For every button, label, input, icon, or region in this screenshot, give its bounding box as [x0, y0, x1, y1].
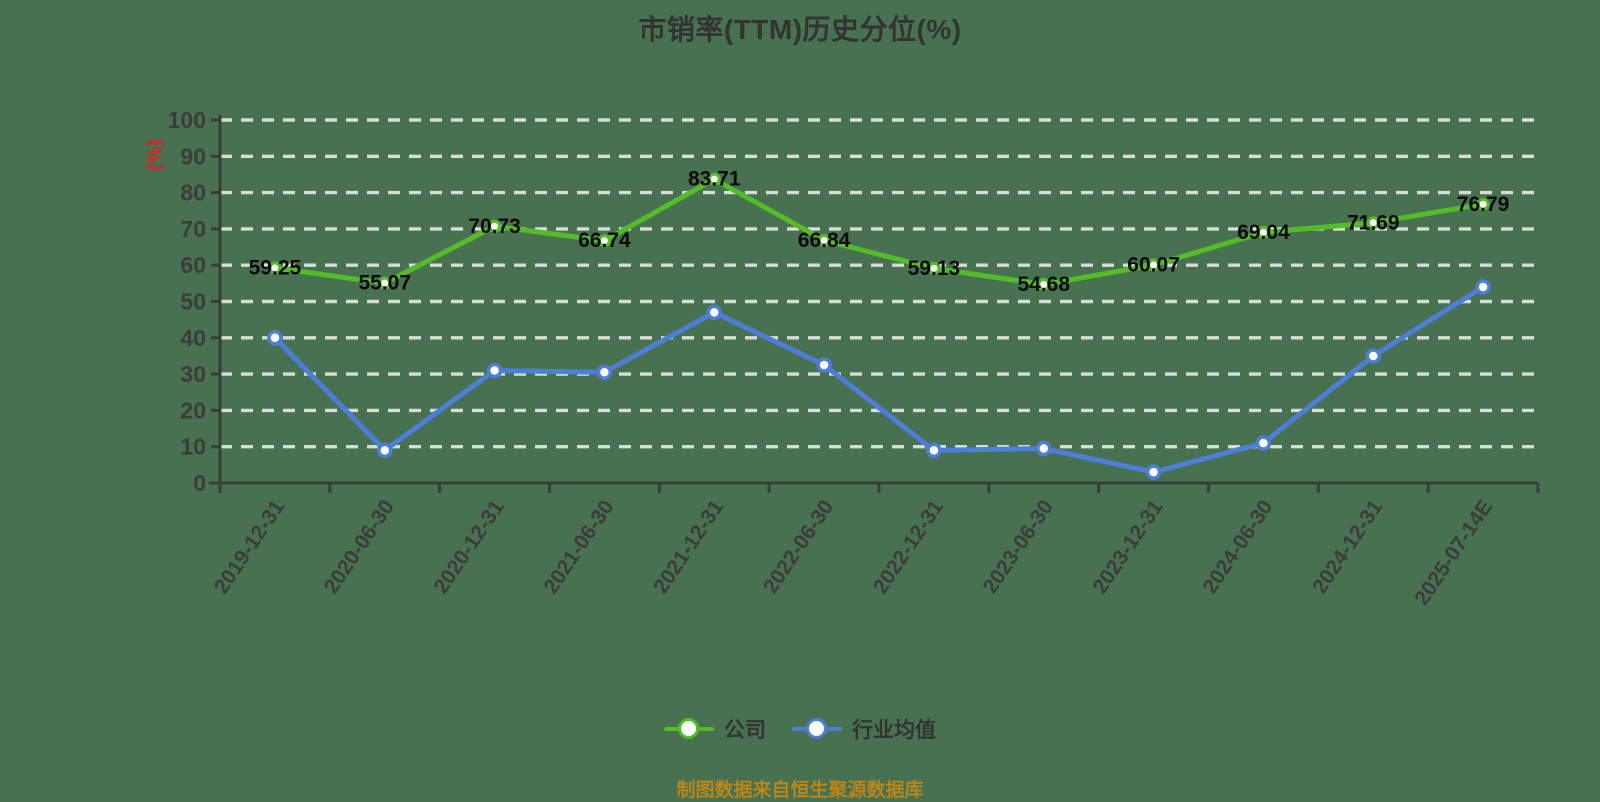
- y-axis-tick-label: 30: [180, 361, 206, 387]
- y-axis-tick-label: 60: [180, 252, 206, 278]
- industry-data-point[interactable]: [377, 442, 393, 459]
- company-data-point[interactable]: [597, 234, 611, 248]
- company-value-label: 59.13: [908, 257, 961, 280]
- company-value-label: 76.79: [1457, 193, 1510, 216]
- company-value-label: 71.69: [1347, 211, 1400, 234]
- y-axis-tick-label: 50: [180, 289, 206, 315]
- y-axis-tick-label: 40: [180, 325, 206, 351]
- company-data-point[interactable]: [268, 261, 282, 275]
- legend-item-company[interactable]: 公司: [664, 714, 766, 744]
- industry-data-point[interactable]: [1036, 440, 1052, 457]
- company-data-point[interactable]: [707, 172, 721, 186]
- company-data-point[interactable]: [488, 219, 502, 233]
- company-value-label: 83.71: [688, 168, 741, 191]
- company-data-point[interactable]: [817, 233, 831, 247]
- x-axis-label: 2024-06-30: [1198, 496, 1277, 598]
- company-value-label: 70.73: [468, 215, 521, 238]
- x-axis-label: 2019-12-31: [210, 496, 289, 598]
- y-axis-tick-label: 20: [180, 397, 206, 423]
- x-axis-label: 2020-12-31: [430, 496, 509, 598]
- industry-data-point[interactable]: [1145, 464, 1162, 480]
- company-value-label: 60.07: [1127, 253, 1180, 276]
- company-line[interactable]: [272, 176, 1486, 288]
- company-data-point[interactable]: [378, 276, 392, 290]
- y-axis-tick-label: 90: [180, 143, 206, 169]
- industry-data-point[interactable]: [1365, 348, 1381, 364]
- company-legend-marker-icon: [664, 718, 714, 740]
- y-axis-tick-label: 70: [180, 216, 206, 242]
- company-data-point[interactable]: [1037, 278, 1051, 292]
- industry-data-point[interactable]: [1255, 435, 1272, 451]
- y-axis-tick-label: 80: [180, 180, 206, 206]
- y-axis-tick-label: 0: [193, 470, 206, 496]
- company-value-label: 54.68: [1017, 273, 1070, 296]
- company-value-label: 66.74: [578, 229, 631, 252]
- company-data-point[interactable]: [1256, 225, 1270, 239]
- x-axis-label: 2021-06-30: [539, 496, 618, 598]
- company-data-point[interactable]: [1147, 258, 1161, 272]
- x-axis-label: 2025-07-14E: [1410, 496, 1497, 610]
- company-data-point[interactable]: [1476, 197, 1490, 211]
- x-axis-label: 2021-12-31: [649, 496, 728, 598]
- company-value-label: 55.07: [358, 272, 411, 295]
- x-axis-label: 2020-06-30: [320, 496, 399, 598]
- legend-item-industry-average[interactable]: 行业均值: [792, 714, 936, 744]
- industry-line[interactable]: [272, 284, 1486, 475]
- x-axis-label: 2022-06-30: [759, 496, 838, 598]
- industry-data-point[interactable]: [596, 364, 613, 381]
- company-value-label: 69.04: [1237, 221, 1290, 244]
- industry-data-point[interactable]: [706, 304, 722, 321]
- y-axis-unit-label: (%): [144, 139, 166, 170]
- industry-data-point[interactable]: [267, 330, 283, 346]
- y-axis-tick-label: 100: [168, 107, 206, 133]
- legend-label-industry-average: 行业均值: [852, 719, 936, 742]
- x-axis-label: 2024-12-31: [1308, 496, 1387, 598]
- chart-title: 市销率(TTM)历史分位(%): [638, 14, 962, 45]
- industry-data-point[interactable]: [926, 442, 942, 459]
- legend: 公司 行业均值: [0, 714, 1600, 744]
- x-axis-label: 2023-06-30: [979, 496, 1058, 598]
- legend-label-company: 公司: [724, 719, 766, 742]
- industry-data-point[interactable]: [486, 362, 503, 379]
- x-axis-label: 2022-12-31: [869, 496, 948, 598]
- industry-data-point[interactable]: [816, 357, 832, 373]
- company-value-label: 59.25: [249, 256, 302, 279]
- x-axis-label: 2023-12-31: [1089, 496, 1168, 598]
- company-value-label: 66.84: [798, 229, 851, 252]
- data-source-note: 制图数据来自恒生聚源数据库: [676, 780, 924, 801]
- company-data-point[interactable]: [1366, 216, 1380, 230]
- y-axis-tick-label: 10: [180, 434, 206, 460]
- company-data-point[interactable]: [927, 261, 941, 275]
- industry-legend-marker-icon: [792, 718, 842, 740]
- industry-data-point[interactable]: [1475, 279, 1491, 295]
